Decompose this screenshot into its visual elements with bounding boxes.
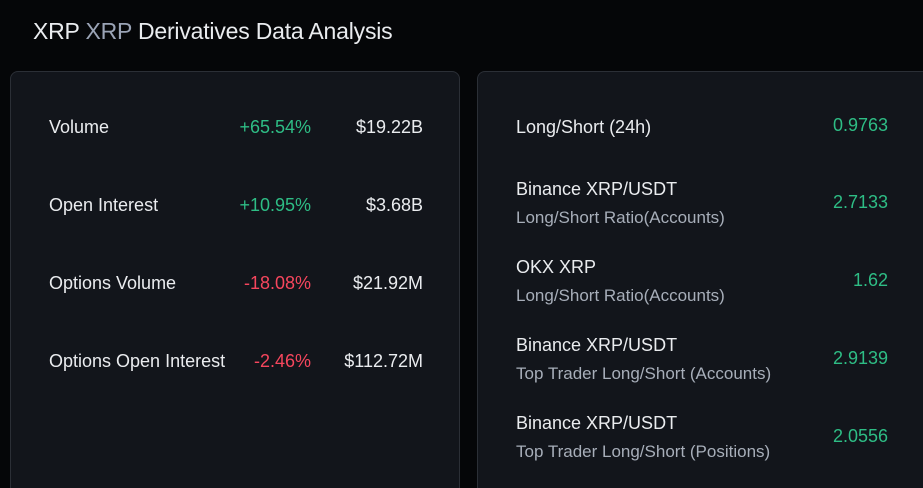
long-short-card: Long/Short (24h) 0.9763 Binance XRP/USDT… bbox=[477, 71, 923, 488]
stat-label: Open Interest bbox=[49, 195, 159, 215]
ratio-row-binance-accounts: Binance XRP/USDT Long/Short Ratio(Accoun… bbox=[516, 177, 888, 230]
ratio-value: 2.7133 bbox=[832, 192, 888, 212]
ratio-row-okx-accounts: OKX XRP Long/Short Ratio(Accounts) 1.62 bbox=[516, 255, 888, 308]
ratio-sublabel: Top Trader Long/Short (Accounts) bbox=[516, 364, 772, 383]
stat-value: $112.72M bbox=[344, 351, 423, 371]
market-stats-card: Volume +65.54% $19.22B Open Interest +10… bbox=[10, 71, 460, 488]
stat-label: Volume bbox=[49, 117, 110, 137]
ratio-value: 0.9763 bbox=[832, 115, 888, 135]
stat-change: +10.95% bbox=[239, 195, 311, 215]
ratio-sublabel: Long/Short Ratio(Accounts) bbox=[516, 208, 725, 227]
ratio-row-binance-top-trader-accounts: Binance XRP/USDT Top Trader Long/Short (… bbox=[516, 333, 888, 386]
ratio-value: 2.0556 bbox=[832, 426, 888, 446]
title-symbol: XRP bbox=[33, 18, 80, 44]
stat-label: Options Volume bbox=[49, 273, 177, 293]
ratio-label: Binance XRP/USDT bbox=[516, 179, 678, 199]
ratio-sublabel: Top Trader Long/Short (Positions) bbox=[516, 442, 771, 461]
ratio-row-long-short-24h: Long/Short (24h) 0.9763 bbox=[516, 115, 888, 139]
ratio-label: Binance XRP/USDT bbox=[516, 335, 678, 355]
stat-change: -18.08% bbox=[243, 273, 311, 293]
ratio-value: 1.62 bbox=[852, 270, 888, 290]
stat-label: Options Open Interest bbox=[49, 351, 226, 371]
stat-value: $3.68B bbox=[365, 195, 423, 215]
stat-change: -2.46% bbox=[253, 351, 311, 371]
ratio-label: Long/Short (24h) bbox=[516, 117, 652, 137]
stat-row-options-open-interest: Options Open Interest -2.46% $112.72M bbox=[49, 346, 423, 376]
stat-value: $19.22B bbox=[355, 117, 423, 137]
ratio-value: 2.9139 bbox=[832, 348, 888, 368]
ratio-label: OKX XRP bbox=[516, 257, 597, 277]
ratio-row-binance-top-trader-positions: Binance XRP/USDT Top Trader Long/Short (… bbox=[516, 411, 888, 464]
title-symbol-alt: XRP bbox=[85, 18, 132, 44]
stat-row-options-volume: Options Volume -18.08% $21.92M bbox=[49, 268, 423, 298]
ratio-label: Binance XRP/USDT bbox=[516, 413, 678, 433]
page-title: XRP XRP Derivatives Data Analysis bbox=[33, 18, 393, 45]
title-text: Derivatives Data Analysis bbox=[137, 18, 393, 44]
stat-row-open-interest: Open Interest +10.95% $3.68B bbox=[49, 190, 423, 220]
stat-row-volume: Volume +65.54% $19.22B bbox=[49, 112, 423, 142]
ratio-sublabel: Long/Short Ratio(Accounts) bbox=[516, 286, 725, 305]
stat-value: $21.92M bbox=[352, 273, 423, 293]
stat-change: +65.54% bbox=[239, 117, 311, 137]
